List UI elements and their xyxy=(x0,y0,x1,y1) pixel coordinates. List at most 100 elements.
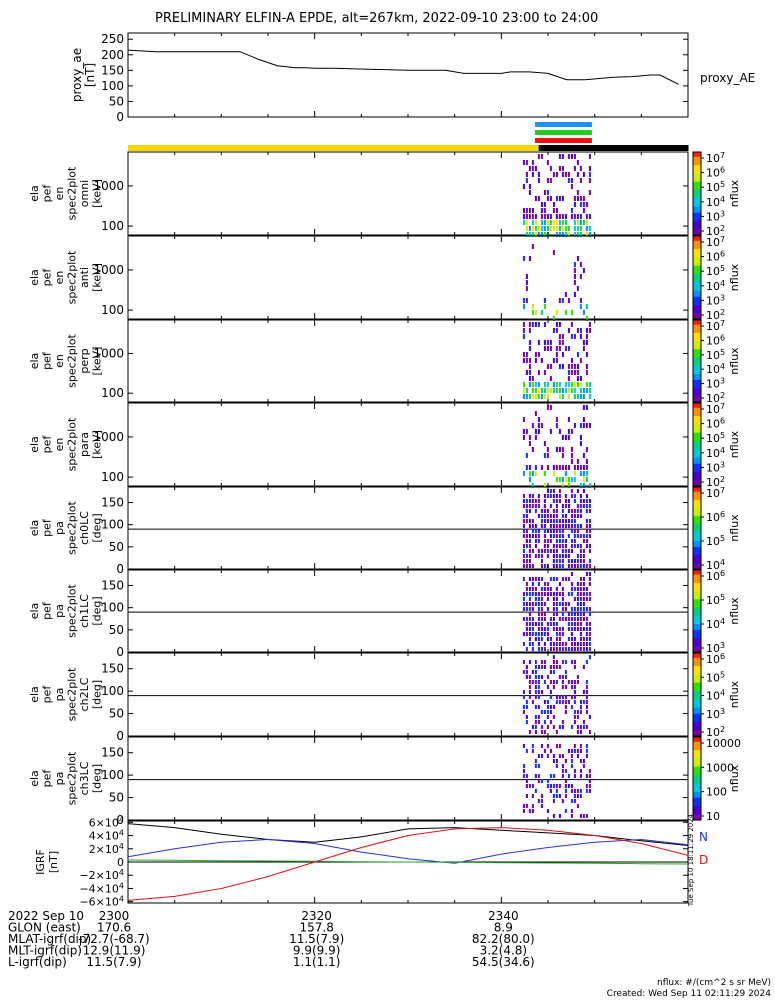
heatmap-cell xyxy=(531,376,534,381)
heatmap-cell xyxy=(564,670,567,674)
sunlight-segment xyxy=(538,145,549,151)
en_perp-ylabel: spec2plot xyxy=(66,334,79,388)
heatmap-cell xyxy=(531,647,534,651)
heatmap-cell xyxy=(567,622,570,626)
pa_ch1-colorbar-tick-label: 106 xyxy=(706,569,725,583)
heatmap-cell xyxy=(588,483,591,488)
colorbar-step xyxy=(693,546,701,550)
heatmap-cell xyxy=(582,577,585,581)
heatmap-cell xyxy=(531,304,534,309)
colorbar-step xyxy=(693,737,701,740)
heatmap-cell xyxy=(579,471,582,476)
heatmap-cell xyxy=(555,519,558,523)
heatmap-cell xyxy=(558,529,561,533)
heatmap-cell xyxy=(537,612,540,616)
heatmap-cell xyxy=(528,232,531,237)
heatmap-cell xyxy=(573,214,576,219)
heatmap-cell xyxy=(552,814,555,818)
colorbar-step xyxy=(693,483,701,487)
colorbar-step xyxy=(693,208,701,211)
heatmap-cell xyxy=(540,665,543,669)
colorbar-step xyxy=(693,743,701,746)
heatmap-cell xyxy=(546,178,549,183)
heatmap-cell xyxy=(543,660,546,664)
xaxis-row-value: 54.5(34.6) xyxy=(472,955,535,969)
heatmap-cell xyxy=(546,447,549,452)
ae-ylabel: proxy_ae xyxy=(70,48,84,102)
heatmap-cell xyxy=(534,675,537,679)
colorbar-step xyxy=(693,240,701,243)
igrf-series-bx xyxy=(127,838,689,864)
igrf-ytick-label: −6×104 xyxy=(79,895,124,909)
heatmap-cell xyxy=(582,346,585,351)
pa_ch0-ytick-label: 50 xyxy=(109,540,124,554)
heatmap-cell xyxy=(573,774,576,778)
heatmap-cell xyxy=(540,514,543,518)
colorbar-step xyxy=(693,487,701,490)
heatmap-cell xyxy=(576,459,579,464)
colorbar-step xyxy=(693,252,701,256)
heatmap-cell xyxy=(588,564,591,568)
colorbar-step xyxy=(693,731,701,735)
heatmap-cell xyxy=(531,680,534,684)
pa_ch0-colorbar-tick-label: 107 xyxy=(706,486,725,500)
xaxis-row-value: 3.2(4.8) xyxy=(480,944,528,958)
heatmap-cell xyxy=(537,779,540,783)
heatmap-cell xyxy=(543,232,546,237)
heatmap-cell xyxy=(555,784,558,788)
heatmap-cell xyxy=(579,334,582,339)
heatmap-cell xyxy=(561,529,564,533)
heatmap-cell xyxy=(573,519,576,523)
heatmap-cell xyxy=(570,632,573,636)
colorbar-step xyxy=(693,542,701,545)
colorbar-step xyxy=(693,617,701,620)
heatmap-cell xyxy=(522,352,525,357)
colorbar-step xyxy=(693,475,701,479)
heatmap-cell xyxy=(537,549,540,553)
colorbar-step xyxy=(693,236,701,239)
heatmap-cell xyxy=(534,759,537,763)
heatmap-cell xyxy=(567,226,570,231)
en_anti-ylabel: spec2plot xyxy=(66,250,79,304)
heatmap-cell xyxy=(543,504,546,508)
colorbar-step xyxy=(693,361,701,364)
heatmap-cell xyxy=(546,465,549,470)
heatmap-cell xyxy=(576,364,579,369)
sunlight-segment xyxy=(520,145,530,151)
heatmap-cell xyxy=(546,160,549,165)
heatmap-cell xyxy=(549,695,552,699)
heatmap-cell xyxy=(531,549,534,553)
sunlight-segment xyxy=(389,145,400,151)
heatmap-cell xyxy=(537,504,540,508)
heatmap-cell xyxy=(561,226,564,231)
heatmap-cell xyxy=(528,494,531,498)
en_omni-ytick-label: 1000 xyxy=(93,179,124,193)
colorbar-step xyxy=(693,532,701,535)
heatmap-cell xyxy=(549,524,552,528)
colorbar-step xyxy=(693,365,701,368)
heatmap-cell xyxy=(537,637,540,641)
heatmap-cell xyxy=(549,226,552,231)
heatmap-cell xyxy=(561,364,564,369)
heatmap-cell xyxy=(543,519,546,523)
heatmap-cell xyxy=(588,328,591,333)
colorbar-step xyxy=(693,367,701,370)
colorbar-step xyxy=(693,438,701,441)
heatmap-cell xyxy=(546,519,549,523)
heatmap-cell xyxy=(582,534,585,538)
heatmap-cell xyxy=(573,364,576,369)
heatmap-cell xyxy=(588,647,591,651)
heatmap-cell xyxy=(522,559,525,563)
heatmap-cell xyxy=(537,647,540,651)
colorbar-step xyxy=(693,560,701,564)
heatmap-cell xyxy=(579,647,582,651)
pa_ch3-colorbar-label: nflux xyxy=(728,764,741,792)
colorbar-step xyxy=(693,774,701,778)
sunlight-segment xyxy=(193,145,204,151)
colorbar-step xyxy=(693,755,701,759)
heatmap-cell xyxy=(549,617,552,621)
pa_ch2-colorbar-tick-label: 106 xyxy=(706,652,725,666)
en_anti-colorbar-tick-label: 107 xyxy=(706,235,725,249)
ae-ytick-label: 200 xyxy=(101,48,124,62)
heatmap-cell xyxy=(582,423,585,428)
